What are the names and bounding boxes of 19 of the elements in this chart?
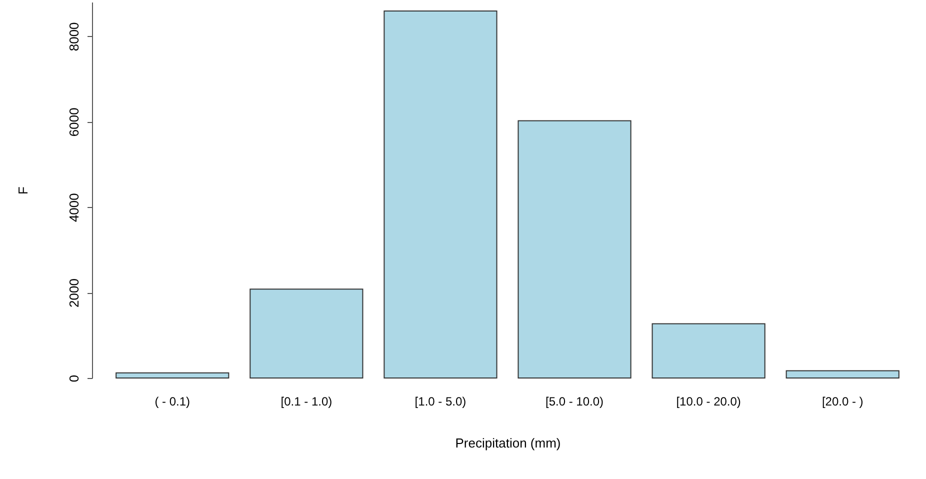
y-tick-label: 6000 — [66, 108, 82, 137]
bar — [116, 372, 230, 378]
bar — [384, 10, 498, 378]
x-tick-label: ( - 0.1) — [154, 394, 190, 408]
y-tick-label: 8000 — [66, 22, 82, 52]
bar — [518, 120, 632, 378]
bar — [786, 370, 900, 378]
bar — [652, 323, 766, 378]
x-tick-label: [20.0 - ) — [822, 394, 864, 408]
y-tick-label: 4000 — [66, 193, 82, 222]
x-tick-label: [1.0 - 5.0) — [414, 394, 466, 408]
x-axis-title: Precipitation (mm) — [455, 436, 561, 450]
y-tick-label: 2000 — [66, 278, 82, 308]
y-axis-title: F — [16, 186, 30, 194]
x-tick-label: [10.0 - 20.0) — [676, 394, 741, 408]
x-tick-label: [0.1 - 1.0) — [280, 394, 332, 408]
y-tick-label: 0 — [66, 374, 82, 382]
x-tick-label: [5.0 - 10.0) — [546, 394, 604, 408]
bar — [250, 288, 364, 378]
